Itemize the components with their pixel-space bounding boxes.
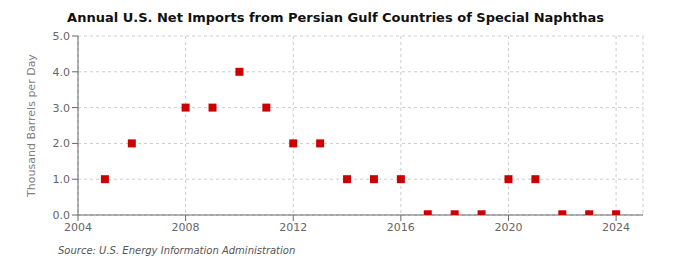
svg-text:2004: 2004 — [64, 221, 92, 234]
svg-text:2016: 2016 — [387, 221, 415, 234]
svg-text:4.0: 4.0 — [53, 66, 71, 79]
html-text:Source: U.S. Energy Informatio: Source: U.S. Energy Information Administ… — [58, 245, 296, 256]
svg-text:2.0: 2.0 — [53, 137, 71, 150]
svg-text:0.0: 0.0 — [53, 209, 71, 222]
svg-text:2012: 2012 — [279, 221, 307, 234]
svg-text:3.0: 3.0 — [53, 102, 71, 115]
svg-text:2008: 2008 — [172, 221, 200, 234]
html-text:Annual U.S. Net Imports from P: Annual U.S. Net Imports from Persian Gul… — [67, 10, 604, 25]
svg-text:5.0: 5.0 — [53, 30, 71, 43]
svg-text:1.0: 1.0 — [53, 173, 71, 186]
svg-text:2020: 2020 — [494, 221, 522, 234]
svg-text:2024: 2024 — [602, 221, 630, 234]
svg-text:Thousand Barrels per Day: Thousand Barrels per Day — [25, 54, 38, 198]
